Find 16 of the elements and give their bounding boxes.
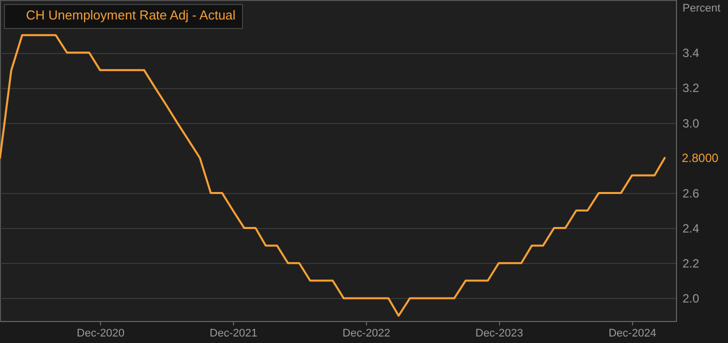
x-tick-label: Dec-2020	[76, 328, 124, 340]
y-tick-label: 2.0	[682, 292, 700, 306]
x-tick-label: Dec-2024	[608, 328, 656, 340]
series-label: CH Unemployment Rate Adj - Actual	[26, 8, 236, 22]
y-tick-label: 2.2	[682, 256, 700, 271]
y-tick-label: 3.4	[682, 46, 700, 60]
line-series	[0, 34, 666, 317]
annotation: 2.8000	[682, 150, 719, 165]
y-tick-label: 2.6	[682, 186, 700, 200]
y-axis-title: Percent	[682, 2, 720, 14]
y-tick-label: 2.4	[682, 222, 700, 236]
y-tick-label: 3.0	[682, 116, 700, 130]
x-tick-label: Dec-2022	[342, 328, 390, 340]
x-tick-label: Dec-2021	[210, 328, 258, 340]
x-tick-label: Dec-2023	[475, 328, 524, 340]
y-tick-label: 3.2	[682, 81, 700, 96]
